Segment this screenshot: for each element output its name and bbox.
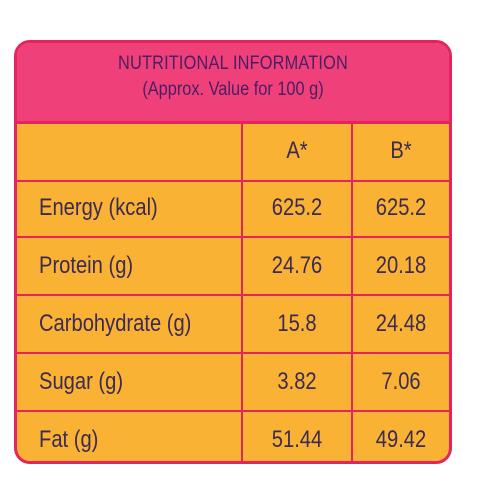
table-row: Fat (g) 51.44 49.42 (17, 412, 449, 461)
column-header-a: A* (286, 137, 308, 164)
nutrition-label: NUTRITIONAL INFORMATION (Approx. Value f… (14, 40, 452, 464)
row-label: Protein (g) (39, 252, 134, 279)
value-b: 24.48 (375, 310, 427, 337)
value-b: 625.2 (375, 194, 427, 221)
column-divider-a (241, 124, 243, 461)
value-a: 3.82 (277, 368, 317, 395)
value-a: 15.8 (277, 310, 317, 337)
table-row: Carbohydrate (g) 15.8 24.48 (17, 296, 449, 354)
value-b: 20.18 (375, 252, 427, 279)
row-label: Fat (g) (39, 426, 99, 453)
nutrition-subtitle: (Approx. Value for 100 g) (142, 79, 324, 100)
row-label: Carbohydrate (g) (39, 310, 192, 337)
row-label: Energy (kcal) (39, 194, 158, 221)
column-divider-b (351, 124, 353, 461)
table-row: Energy (kcal) 625.2 625.2 (17, 180, 449, 238)
value-b: 7.06 (381, 368, 421, 395)
nutrition-header: NUTRITIONAL INFORMATION (Approx. Value f… (17, 43, 449, 124)
value-b: 49.42 (375, 426, 427, 453)
column-header-b: B* (390, 137, 412, 164)
table-row: Sugar (g) 3.82 7.06 (17, 354, 449, 412)
value-a: 24.76 (271, 252, 323, 279)
nutrition-title: NUTRITIONAL INFORMATION (118, 53, 348, 74)
table-header-row: A* B* (17, 124, 449, 182)
table-row: Protein (g) 24.76 20.18 (17, 238, 449, 296)
value-a: 625.2 (271, 194, 323, 221)
value-a: 51.44 (271, 426, 323, 453)
row-label: Sugar (g) (39, 368, 124, 395)
